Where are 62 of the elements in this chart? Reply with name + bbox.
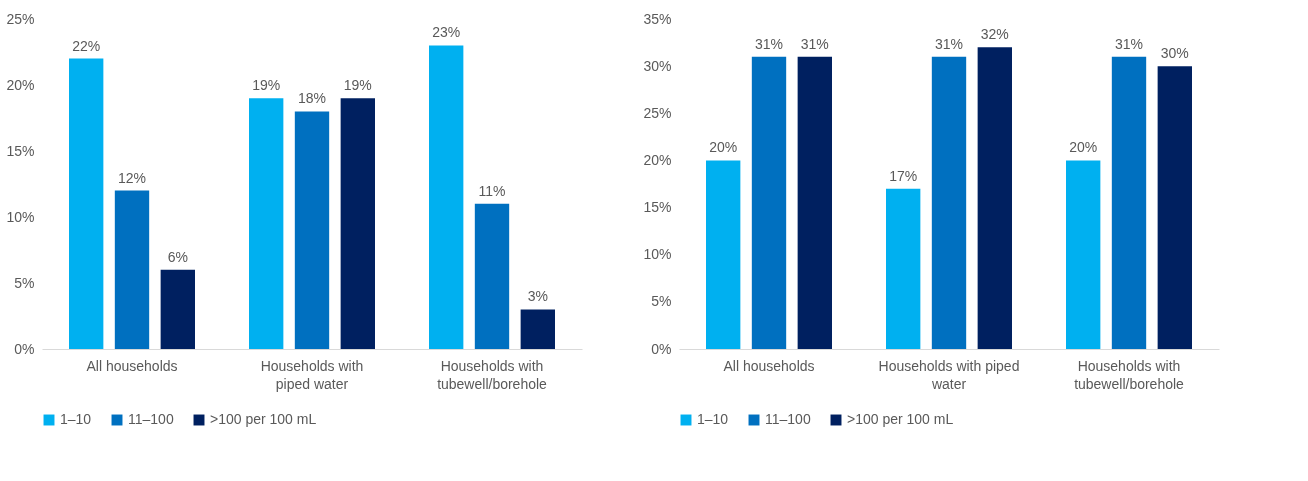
data-label: 22% bbox=[72, 37, 101, 54]
data-label: 6% bbox=[167, 248, 188, 265]
x-tick-label: All households bbox=[723, 357, 815, 374]
data-label: 18% bbox=[297, 90, 327, 107]
y-tick-label: 20% bbox=[6, 76, 35, 93]
y-tick-label: 10% bbox=[6, 208, 35, 225]
bar bbox=[114, 190, 150, 349]
bar bbox=[977, 47, 1012, 349]
y-tick-label: 10% bbox=[643, 246, 672, 263]
y-tick-label: 25% bbox=[643, 104, 672, 121]
y-tick-label: 25% bbox=[6, 10, 35, 27]
y-tick-label: 20% bbox=[643, 151, 672, 168]
y-tick-label: 0% bbox=[651, 340, 672, 357]
legend-label: >100 per 100 mL bbox=[847, 411, 954, 427]
x-tick-label: Households with piped water bbox=[260, 357, 364, 392]
bar bbox=[294, 111, 330, 349]
data-label: 19% bbox=[343, 77, 372, 94]
y-tick-label: 15% bbox=[643, 199, 672, 216]
legend-label: >100 per 100 mL bbox=[210, 411, 317, 427]
data-label: 31% bbox=[800, 35, 829, 52]
y-tick-label: 35% bbox=[643, 10, 672, 27]
data-label: 31% bbox=[934, 35, 964, 52]
y-tick-label: 0% bbox=[14, 340, 35, 357]
bar bbox=[429, 45, 464, 349]
y-tick-label: 5% bbox=[14, 274, 35, 291]
data-label: 31% bbox=[754, 35, 784, 52]
bar bbox=[249, 98, 284, 349]
data-label: 11% bbox=[478, 182, 506, 199]
x-tick-label: Households with piped water bbox=[878, 357, 1020, 392]
y-tick-label: 15% bbox=[6, 142, 35, 159]
data-label: 17% bbox=[889, 167, 918, 184]
bar bbox=[1066, 160, 1101, 349]
bar bbox=[931, 56, 967, 349]
data-label: 30% bbox=[1160, 45, 1189, 62]
bar bbox=[340, 98, 375, 349]
legend-label: 11–100 bbox=[765, 411, 811, 427]
data-label: 31% bbox=[1114, 35, 1144, 52]
data-label: 32% bbox=[980, 26, 1009, 43]
legend-label: 1–10 bbox=[697, 411, 729, 427]
bar bbox=[886, 188, 921, 349]
data-label: 12% bbox=[117, 169, 147, 186]
bar bbox=[474, 203, 510, 349]
x-tick-label: Households with tubewell/borehole bbox=[437, 357, 548, 392]
data-label: 3% bbox=[527, 288, 548, 305]
y-tick-label: 5% bbox=[651, 293, 672, 310]
bar bbox=[520, 309, 555, 349]
x-tick-label: Households with tubewell/borehole bbox=[1074, 357, 1185, 392]
legend-label: 11–100 bbox=[128, 411, 174, 427]
bar bbox=[1157, 66, 1192, 349]
data-label: 20% bbox=[1069, 139, 1098, 156]
bar bbox=[1111, 56, 1147, 349]
bar bbox=[797, 56, 832, 349]
bar bbox=[69, 58, 104, 349]
y-tick-label: 30% bbox=[643, 57, 672, 74]
bar bbox=[751, 56, 787, 349]
x-tick-label: All households bbox=[86, 357, 178, 374]
data-label: 23% bbox=[432, 24, 461, 41]
bar bbox=[160, 269, 195, 349]
data-label: 19% bbox=[252, 77, 281, 94]
bar bbox=[706, 160, 741, 349]
data-label: 20% bbox=[709, 139, 738, 156]
legend-label: 1–10 bbox=[60, 411, 92, 427]
